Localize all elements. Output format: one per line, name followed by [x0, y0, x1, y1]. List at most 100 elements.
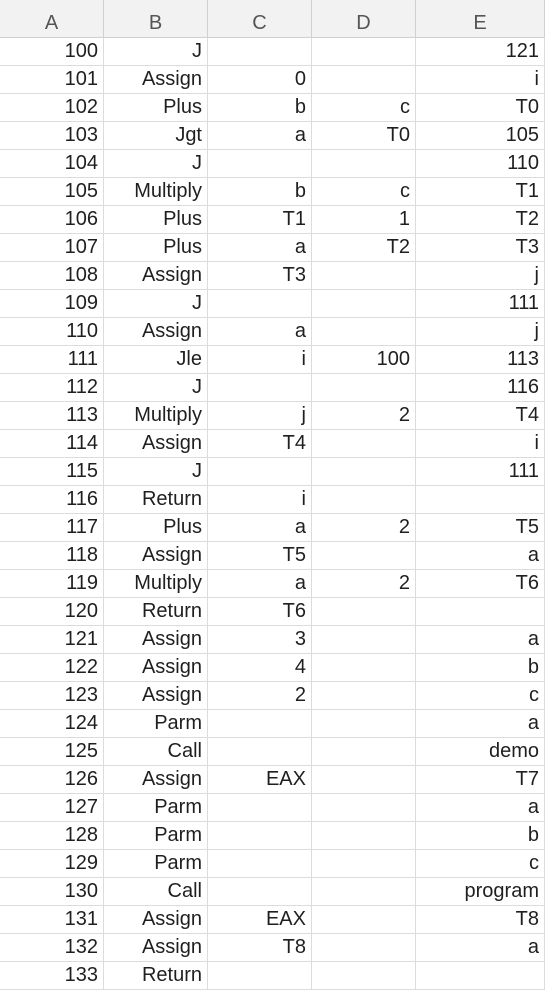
cell-a[interactable]: 119 — [0, 570, 104, 597]
cell-a[interactable]: 115 — [0, 458, 104, 485]
cell-c[interactable]: T5 — [208, 542, 312, 569]
cell-c[interactable] — [208, 822, 312, 849]
cell-d[interactable]: 2 — [312, 570, 416, 597]
cell-b[interactable]: Jgt — [104, 122, 208, 149]
column-header-c[interactable]: C — [208, 0, 312, 37]
cell-d[interactable] — [312, 654, 416, 681]
cell-c[interactable] — [208, 878, 312, 905]
cell-c[interactable] — [208, 850, 312, 877]
cell-e[interactable]: 113 — [416, 346, 545, 373]
cell-a[interactable]: 133 — [0, 962, 104, 989]
cell-c[interactable]: T8 — [208, 934, 312, 961]
cell-c[interactable]: j — [208, 402, 312, 429]
cell-d[interactable] — [312, 374, 416, 401]
cell-a[interactable]: 131 — [0, 906, 104, 933]
cell-e[interactable]: T3 — [416, 234, 545, 261]
cell-d[interactable]: c — [312, 94, 416, 121]
column-header-a[interactable]: A — [0, 0, 104, 37]
cell-c[interactable]: 3 — [208, 626, 312, 653]
cell-d[interactable] — [312, 794, 416, 821]
cell-e[interactable]: demo — [416, 738, 545, 765]
cell-c[interactable] — [208, 710, 312, 737]
cell-b[interactable]: Assign — [104, 654, 208, 681]
cell-c[interactable] — [208, 38, 312, 65]
cell-c[interactable] — [208, 962, 312, 989]
cell-b[interactable]: Assign — [104, 318, 208, 345]
cell-a[interactable]: 129 — [0, 850, 104, 877]
cell-a[interactable]: 117 — [0, 514, 104, 541]
cell-d[interactable] — [312, 290, 416, 317]
cell-d[interactable] — [312, 150, 416, 177]
cell-e[interactable]: program — [416, 878, 545, 905]
cell-b[interactable]: Parm — [104, 850, 208, 877]
cell-d[interactable]: 2 — [312, 514, 416, 541]
cell-b[interactable]: Assign — [104, 682, 208, 709]
cell-a[interactable]: 104 — [0, 150, 104, 177]
cell-d[interactable] — [312, 458, 416, 485]
cell-e[interactable]: 111 — [416, 458, 545, 485]
cell-c[interactable]: T1 — [208, 206, 312, 233]
cell-b[interactable]: Return — [104, 598, 208, 625]
cell-d[interactable] — [312, 906, 416, 933]
cell-a[interactable]: 101 — [0, 66, 104, 93]
cell-e[interactable]: T2 — [416, 206, 545, 233]
cell-a[interactable]: 102 — [0, 94, 104, 121]
cell-c[interactable]: i — [208, 346, 312, 373]
cell-c[interactable] — [208, 150, 312, 177]
cell-c[interactable]: 0 — [208, 66, 312, 93]
cell-e[interactable]: T6 — [416, 570, 545, 597]
cell-e[interactable]: c — [416, 850, 545, 877]
cell-c[interactable] — [208, 794, 312, 821]
cell-a[interactable]: 108 — [0, 262, 104, 289]
cell-c[interactable]: a — [208, 570, 312, 597]
cell-e[interactable]: a — [416, 934, 545, 961]
cell-d[interactable] — [312, 542, 416, 569]
cell-c[interactable]: a — [208, 318, 312, 345]
cell-c[interactable]: EAX — [208, 766, 312, 793]
cell-a[interactable]: 112 — [0, 374, 104, 401]
cell-d[interactable] — [312, 430, 416, 457]
cell-e[interactable]: j — [416, 262, 545, 289]
cell-e[interactable]: j — [416, 318, 545, 345]
cell-c[interactable]: a — [208, 122, 312, 149]
cell-b[interactable]: Assign — [104, 542, 208, 569]
cell-a[interactable]: 128 — [0, 822, 104, 849]
cell-a[interactable]: 125 — [0, 738, 104, 765]
cell-b[interactable]: Plus — [104, 514, 208, 541]
cell-d[interactable] — [312, 262, 416, 289]
cell-b[interactable]: Parm — [104, 710, 208, 737]
cell-e[interactable]: a — [416, 626, 545, 653]
cell-d[interactable] — [312, 738, 416, 765]
cell-e[interactable]: 121 — [416, 38, 545, 65]
cell-c[interactable]: 2 — [208, 682, 312, 709]
column-header-e[interactable]: E — [416, 0, 545, 37]
cell-e[interactable]: 110 — [416, 150, 545, 177]
cell-b[interactable]: Assign — [104, 430, 208, 457]
cell-d[interactable] — [312, 934, 416, 961]
cell-e[interactable]: b — [416, 654, 545, 681]
cell-a[interactable]: 105 — [0, 178, 104, 205]
cell-b[interactable]: Call — [104, 878, 208, 905]
cell-e[interactable]: a — [416, 794, 545, 821]
cell-b[interactable]: Assign — [104, 906, 208, 933]
column-header-d[interactable]: D — [312, 0, 416, 37]
cell-e[interactable]: T1 — [416, 178, 545, 205]
cell-a[interactable]: 127 — [0, 794, 104, 821]
cell-a[interactable]: 116 — [0, 486, 104, 513]
cell-a[interactable]: 130 — [0, 878, 104, 905]
cell-d[interactable] — [312, 626, 416, 653]
cell-e[interactable]: T5 — [416, 514, 545, 541]
cell-a[interactable]: 109 — [0, 290, 104, 317]
cell-d[interactable]: T0 — [312, 122, 416, 149]
cell-d[interactable] — [312, 822, 416, 849]
cell-a[interactable]: 107 — [0, 234, 104, 261]
cell-e[interactable] — [416, 962, 545, 989]
cell-b[interactable]: J — [104, 38, 208, 65]
cell-e[interactable]: a — [416, 710, 545, 737]
cell-c[interactable]: a — [208, 234, 312, 261]
cell-b[interactable]: Assign — [104, 766, 208, 793]
cell-e[interactable]: c — [416, 682, 545, 709]
cell-c[interactable]: T4 — [208, 430, 312, 457]
cell-d[interactable] — [312, 486, 416, 513]
cell-e[interactable]: b — [416, 822, 545, 849]
